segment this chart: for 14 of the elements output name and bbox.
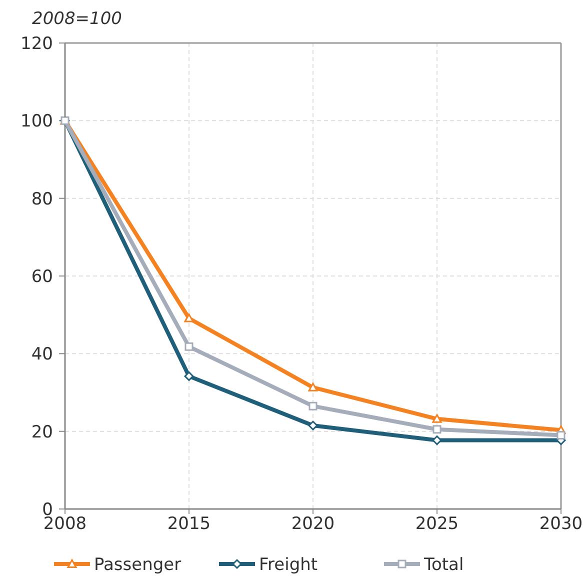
y-tick-label: 60 — [31, 266, 53, 287]
y-tick-label: 40 — [31, 344, 53, 365]
y-tick-label: 120 — [20, 34, 53, 54]
legend-label: Passenger — [94, 554, 182, 575]
x-tick-label: 2030 — [539, 514, 583, 534]
x-tick-label: 2015 — [167, 514, 211, 534]
x-tick-label: 2020 — [291, 514, 335, 534]
y-tick-label: 80 — [31, 189, 53, 210]
y-tick-label: 100 — [20, 112, 53, 132]
legend-label: Total — [423, 554, 464, 575]
y-axis-title: 2008=100 — [32, 9, 122, 29]
x-tick-label: 2025 — [415, 514, 459, 534]
y-tick-label: 20 — [31, 422, 53, 442]
legend-label: Freight — [259, 554, 318, 575]
